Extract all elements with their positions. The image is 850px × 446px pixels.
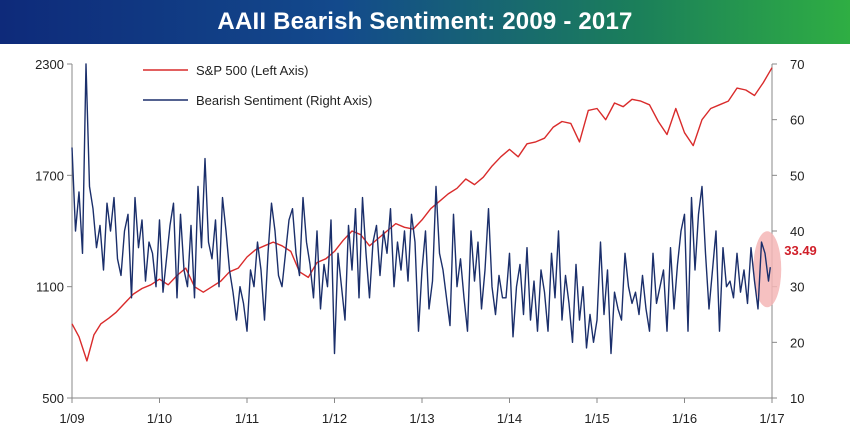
- x-tick-label: 1/14: [497, 411, 522, 426]
- x-tick-label: 1/15: [584, 411, 609, 426]
- chart-area: 500 1100 1700 2300 10 20 30 40 50 60 70 1/09 1/10 1/1…: [35, 57, 817, 426]
- left-tick-label: 1100: [36, 280, 64, 295]
- chart-title: AAII Bearish Sentiment: 2009 - 2017: [217, 8, 633, 35]
- x-tick-label: 1/10: [147, 411, 172, 426]
- x-tick-label: 1/17: [759, 411, 784, 426]
- bearish-sentiment-line: [71, 63, 771, 355]
- right-tick-label: 20: [790, 335, 804, 350]
- annotation-label: 33.49: [784, 243, 817, 258]
- x-tick-label: 1/16: [672, 411, 697, 426]
- series-group: [71, 63, 773, 362]
- title-bar: AAII Bearish Sentiment: 2009 - 2017: [0, 0, 850, 44]
- legend-label-bearish: Bearish Sentiment (Right Axis): [196, 93, 372, 108]
- annotation: 33.49: [753, 231, 817, 308]
- right-tick-label: 70: [790, 57, 804, 72]
- right-tick-label: 10: [790, 391, 804, 406]
- axes: 500 1100 1700 2300 10 20 30 40 50 60 70 1/09 1/10 1/1…: [35, 57, 804, 426]
- legend-label-sp500: S&P 500 (Left Axis): [196, 63, 309, 78]
- legend: S&P 500 (Left Axis) Bearish Sentiment (Ri…: [143, 63, 372, 108]
- x-tick-label: 1/13: [409, 411, 434, 426]
- left-tick-label: 2300: [35, 57, 64, 72]
- x-tick-label: 1/09: [59, 411, 84, 426]
- left-tick-label: 1700: [35, 168, 64, 183]
- right-tick-label: 50: [790, 168, 804, 183]
- right-tick-label: 60: [790, 113, 804, 128]
- x-tick-label: 1/11: [235, 411, 259, 426]
- right-tick-label: 30: [790, 280, 804, 295]
- left-tick-label: 500: [42, 391, 64, 406]
- right-tick-label: 40: [790, 224, 804, 239]
- x-tick-label: 1/12: [322, 411, 347, 426]
- sp500-line: [71, 67, 773, 362]
